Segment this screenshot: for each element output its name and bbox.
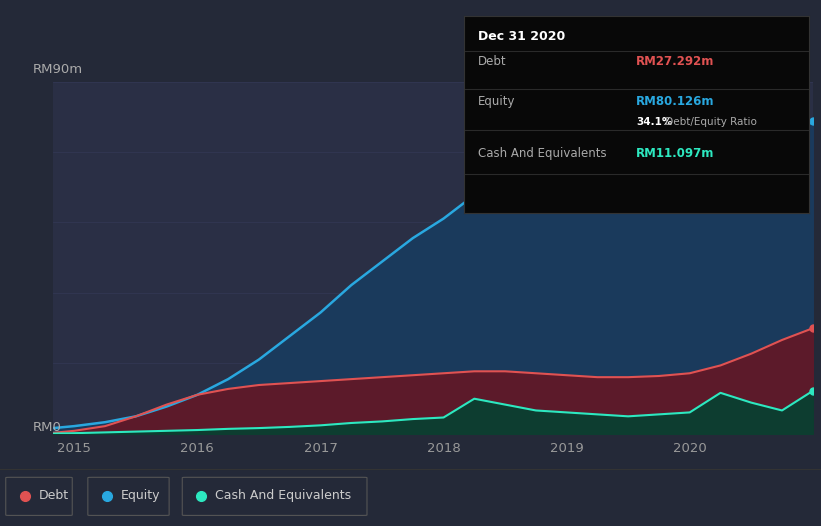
Text: RM90m: RM90m [33,63,83,76]
Text: RM80.126m: RM80.126m [636,95,715,108]
Text: Equity: Equity [121,489,160,502]
Text: RM27.292m: RM27.292m [636,55,714,68]
Text: Cash And Equivalents: Cash And Equivalents [478,147,606,160]
Text: RM11.097m: RM11.097m [636,147,714,160]
Text: RM0: RM0 [33,421,62,434]
Text: Equity: Equity [478,95,515,108]
Text: Debt: Debt [39,489,69,502]
Text: 34.1%: 34.1% [636,117,672,127]
Text: Debt/Equity Ratio: Debt/Equity Ratio [662,117,757,127]
Text: Cash And Equivalents: Cash And Equivalents [215,489,351,502]
Text: Dec 31 2020: Dec 31 2020 [478,29,565,43]
Text: Debt: Debt [478,55,507,68]
